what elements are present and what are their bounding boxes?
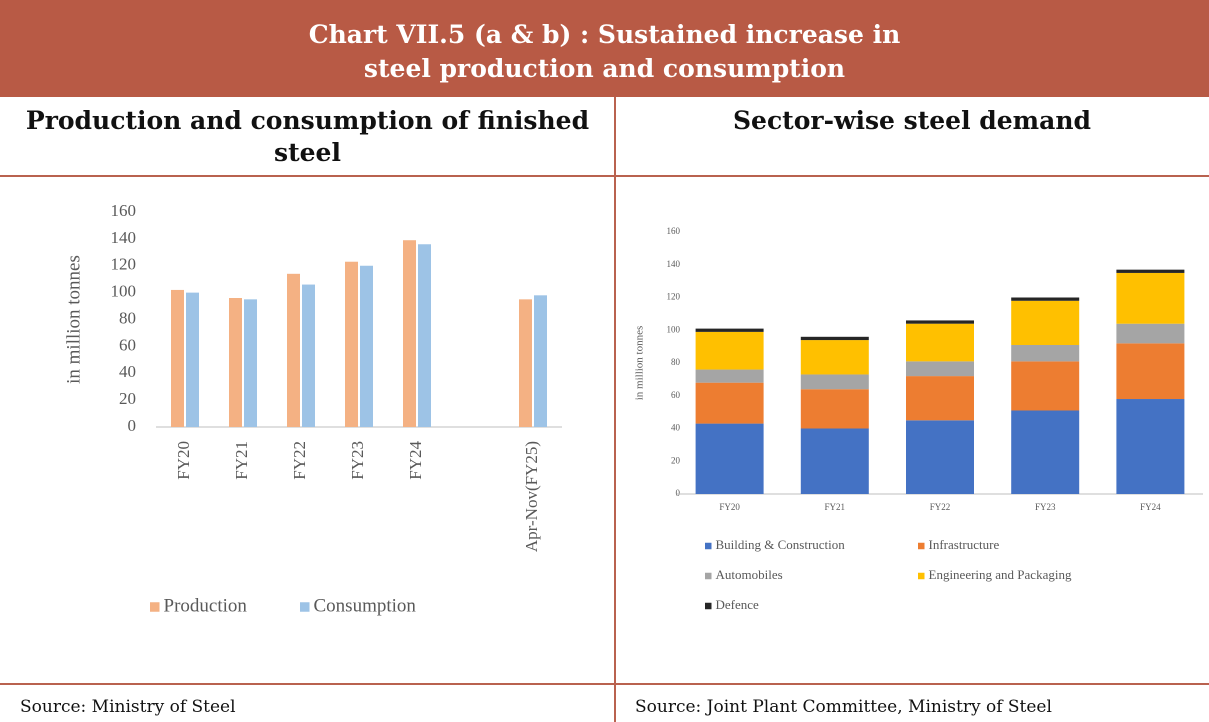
x-tick-label: FY23 xyxy=(348,441,367,480)
legend-label: Engineering and Packaging xyxy=(929,567,1072,582)
chart-title: Production and consumption of finished s… xyxy=(0,97,615,177)
bar-segment xyxy=(695,328,764,332)
bar-segment xyxy=(800,428,869,494)
bar-segment xyxy=(800,374,869,390)
bar xyxy=(229,298,242,427)
y-tick-label: 160 xyxy=(111,201,137,220)
bar-segment xyxy=(1011,361,1080,411)
divider xyxy=(614,97,616,722)
x-tick-label: FY24 xyxy=(406,441,425,480)
bar xyxy=(244,299,257,427)
legend-swatch xyxy=(705,542,712,550)
bar xyxy=(519,299,532,427)
bar-segment xyxy=(1116,343,1185,400)
bar-segment xyxy=(695,331,764,370)
y-tick-label: 60 xyxy=(671,390,681,400)
bar-segment xyxy=(1011,297,1080,301)
y-tick-label: 40 xyxy=(671,423,681,433)
legend-swatch xyxy=(705,572,712,580)
y-axis-label: in million tonnes xyxy=(63,255,84,384)
legend-label: Building & Construction xyxy=(716,537,846,552)
y-tick-label: 100 xyxy=(667,324,681,334)
y-tick-label: 60 xyxy=(119,335,136,354)
y-tick-label: 0 xyxy=(676,488,681,498)
legend-label: Consumption xyxy=(314,595,417,616)
bar-segment xyxy=(1116,399,1185,494)
y-tick-label: 80 xyxy=(119,308,136,327)
legend-swatch xyxy=(300,602,310,612)
bar-segment xyxy=(800,389,869,429)
bar-segment xyxy=(1011,344,1080,362)
bar xyxy=(418,244,431,427)
x-tick-label: Apr-Nov(FY25) xyxy=(522,441,541,552)
y-tick-label: 20 xyxy=(671,455,681,465)
bar xyxy=(171,289,184,427)
y-tick-label: 100 xyxy=(111,282,137,301)
bar-segment xyxy=(695,369,764,383)
bar-segment xyxy=(906,320,974,324)
x-tick-label: FY20 xyxy=(719,502,740,512)
bar xyxy=(287,273,300,427)
bar-segment xyxy=(906,323,974,362)
x-tick-label: FY22 xyxy=(290,441,309,480)
y-axis-label: in million tonnes xyxy=(634,326,646,401)
legend-swatch xyxy=(918,542,925,550)
y-tick-label: 140 xyxy=(667,259,681,269)
bar-segment xyxy=(1116,323,1185,344)
bar-segment xyxy=(800,340,869,375)
y-tick-label: 0 xyxy=(128,416,137,435)
bar xyxy=(345,261,358,427)
bar-segment xyxy=(695,423,764,494)
y-tick-label: 80 xyxy=(671,357,681,367)
y-tick-label: 20 xyxy=(119,389,136,408)
x-tick-label: FY24 xyxy=(1140,502,1161,512)
bar-segment xyxy=(906,420,974,494)
legend-swatch xyxy=(705,602,712,610)
bar xyxy=(302,284,315,427)
x-tick-label: FY20 xyxy=(174,441,193,480)
legend-label: Defence xyxy=(716,597,760,612)
y-tick-label: 40 xyxy=(119,362,136,381)
y-tick-label: 120 xyxy=(111,255,137,274)
source: Source: Joint Plant Committee, Ministry … xyxy=(615,683,1209,722)
legend-swatch xyxy=(918,572,925,580)
bar-segment xyxy=(800,336,869,341)
legend-label: Production xyxy=(164,595,248,616)
legend-swatch xyxy=(150,602,160,612)
legend-label: Infrastructure xyxy=(929,537,1000,552)
x-tick-label: FY21 xyxy=(825,502,846,512)
bar-segment xyxy=(906,376,974,421)
bar xyxy=(360,265,373,427)
chart-title: Sector-wise steel demand xyxy=(615,97,1209,177)
bar-segment xyxy=(1116,269,1185,273)
bar xyxy=(186,292,199,427)
y-tick-label: 140 xyxy=(111,228,137,247)
x-tick-label: FY22 xyxy=(930,502,951,512)
x-tick-label: FY23 xyxy=(1035,502,1056,512)
bar xyxy=(403,240,416,427)
bar-segment xyxy=(1011,300,1080,345)
bar xyxy=(534,295,547,427)
legend-label: Automobiles xyxy=(716,567,783,582)
y-tick-label: 120 xyxy=(667,292,681,302)
source: Source: Ministry of Steel xyxy=(0,683,615,722)
bar-segment xyxy=(906,361,974,377)
header-title: Chart VII.5 (a & b) : Sustained increase… xyxy=(0,0,1209,97)
bar-segment xyxy=(1011,410,1080,494)
bar-segment xyxy=(695,382,764,424)
bar-segment xyxy=(1116,272,1185,324)
x-tick-label: FY21 xyxy=(232,441,251,480)
y-tick-label: 160 xyxy=(667,226,681,236)
